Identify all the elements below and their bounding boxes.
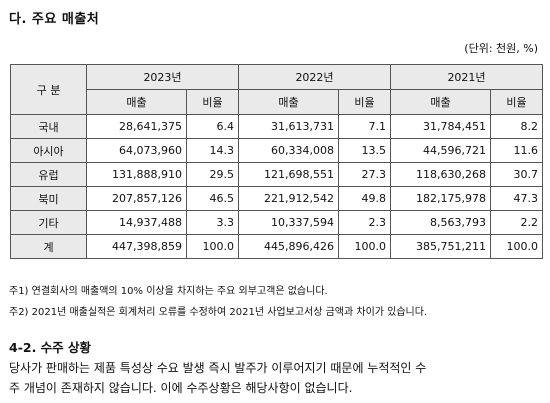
cell: 10,337,594 [238,210,339,235]
cell: 182,175,978 [390,186,491,211]
table-row: 북미 207,857,126 46.5 221,912,542 49.8 182… [10,186,543,211]
year-header-2023: 2023년 [86,64,239,90]
table-row: 유럽 131,888,910 29.5 121,698,551 27.3 118… [10,162,543,187]
sub-header-row: 매출 비율 매출 비율 매출 비율 [11,89,543,115]
cell: 31,613,731 [238,114,339,139]
sales-header: 매출 [86,89,187,115]
footnote-1: 주1) 연결회사의 매출액의 10% 이상을 차지하는 주요 외부고객은 없습니… [9,286,328,297]
ratio-header: 비율 [186,89,239,115]
unit-label: (단위: 천원, %) [464,42,538,55]
cell: 31,784,451 [390,114,491,139]
cell: 6.4 [186,114,239,139]
cell: 13.5 [338,138,391,163]
table-row: 아시아 64,073,960 14.3 60,334,008 13.5 44,5… [10,138,543,163]
cell: 100.0 [338,234,391,259]
cell: 49.8 [338,186,391,211]
cell: 11.6 [490,138,543,163]
cell: 385,751,211 [390,234,491,259]
paragraph-line: 당사가 판매하는 제품 특성상 수요 발생 즉시 발주가 이루어지기 때문에 누… [9,361,427,375]
cell: 30.7 [490,162,543,187]
total-row: 계 447,398,859 100.0 445,896,426 100.0 38… [10,234,543,259]
year-header-2022: 2022년 [238,64,391,90]
table-row: 국내 28,641,375 6.4 31,613,731 7.1 31,784,… [10,114,543,139]
row-label: 아시아 [10,138,87,163]
cell: 121,698,551 [238,162,339,187]
cell: 46.5 [186,186,239,211]
row-label: 북미 [10,186,87,211]
cell: 60,334,008 [238,138,339,163]
sales-table: 구 분 2023년 2022년 2021년 매출 비율 매출 비율 매출 비율 … [10,64,543,259]
table-row: 기타 14,937,488 3.3 10,337,594 2.3 8,563,7… [10,210,543,235]
cell: 8,563,793 [390,210,491,235]
ratio-header: 비율 [490,89,543,115]
cell: 445,896,426 [238,234,339,259]
cell: 29.5 [186,162,239,187]
cell: 221,912,542 [238,186,339,211]
footnote-2: 주2) 2021년 매출실적은 회계처리 오류를 수정하여 2021년 사업보고… [9,307,428,318]
row-label: 국내 [10,114,87,139]
cell: 14.3 [186,138,239,163]
cell: 64,073,960 [86,138,187,163]
cell: 47.3 [490,186,543,211]
cell: 447,398,859 [86,234,187,259]
row-label: 유럽 [10,162,87,187]
cell: 131,888,910 [86,162,187,187]
cell: 8.2 [490,114,543,139]
cell: 27.3 [338,162,391,187]
division-header: 구 분 [10,64,87,115]
cell: 2.2 [490,210,543,235]
cell: 118,630,268 [390,162,491,187]
ratio-header: 비율 [338,89,391,115]
sales-header: 매출 [390,89,491,115]
sales-header: 매출 [238,89,339,115]
cell: 207,857,126 [86,186,187,211]
paragraph-line: 주 개념이 존재하지 않습니다. 이에 수주상황은 해당사항이 없습니다. [9,381,353,395]
cell: 3.3 [186,210,239,235]
order-status-heading: 4-2. 수주 상황 [9,340,92,355]
section-heading: 다. 주요 매출처 [9,12,100,27]
year-header-row: 구 분 2023년 2022년 2021년 [10,64,543,115]
cell: 2.3 [338,210,391,235]
order-status-paragraph: 당사가 판매하는 제품 특성상 수요 발생 즉시 발주가 이루어지기 때문에 누… [9,358,545,398]
cell: 44,596,721 [390,138,491,163]
cell: 100.0 [186,234,239,259]
year-header-2021: 2021년 [390,64,543,90]
cell: 28,641,375 [86,114,187,139]
cell: 14,937,488 [86,210,187,235]
cell: 100.0 [490,234,543,259]
row-label: 계 [10,234,87,259]
cell: 7.1 [338,114,391,139]
row-label: 기타 [10,210,87,235]
